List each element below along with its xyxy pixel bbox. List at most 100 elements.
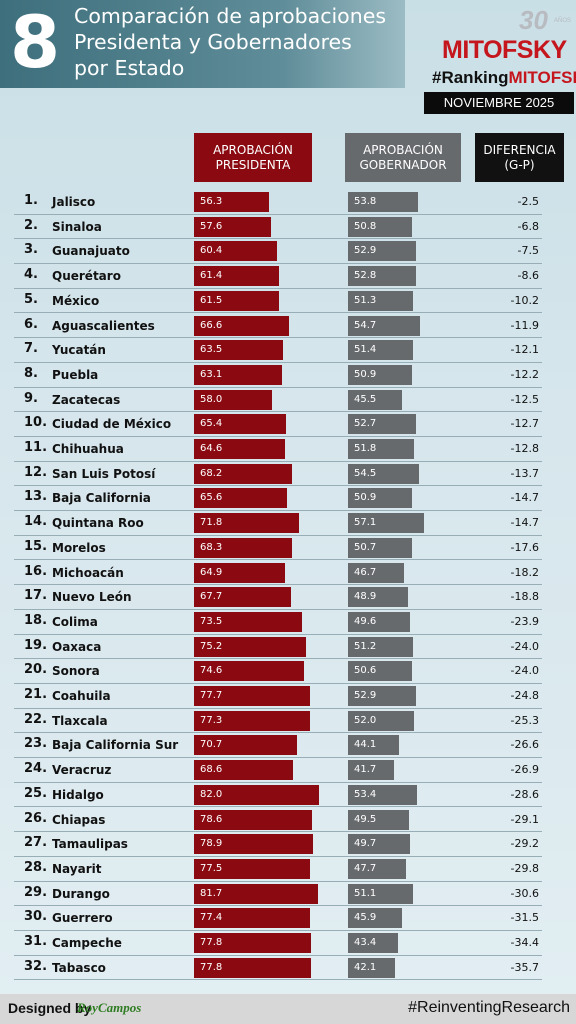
state-name: Jalisco (52, 195, 96, 209)
presidenta-approval-bar: 77.4 (194, 908, 310, 929)
header-diferencia-line2: (G-P) (504, 157, 535, 172)
difference-value: -13.7 (510, 466, 539, 480)
anniversary-logo: 30 (519, 5, 548, 35)
row-divider (14, 312, 542, 314)
gobernador-approval-bar: 45.9 (348, 908, 403, 929)
gobernador-approval-bar: 42.1 (348, 957, 395, 978)
title-line-1: Comparación de aprobaciones (74, 4, 387, 28)
difference-value: -30.6 (510, 886, 539, 900)
presidenta-approval-bar: 67.7 (194, 587, 291, 608)
difference-value: -35.7 (510, 960, 539, 974)
gobernador-approval-bar: 54.7 (348, 315, 420, 336)
header-diferencia-line1: DIFERENCIA (483, 142, 556, 157)
table-row: 3. Guanajuato 60.4 52.9 -7.5 (0, 239, 576, 265)
presidenta-approval-bar: 63.1 (194, 364, 282, 385)
row-divider (14, 534, 542, 536)
rank-number: 13. (24, 489, 48, 505)
presidenta-approval-bar: 68.3 (194, 537, 293, 558)
rank-number: 4. (24, 267, 38, 283)
rank-number: 22. (24, 711, 48, 727)
brand-name: MITOFSKY (442, 36, 567, 64)
rank-number: 16. (24, 563, 48, 579)
state-name: Baja California Sur (52, 738, 179, 753)
difference-value: -11.9 (510, 318, 539, 332)
difference-value: -25.3 (510, 713, 539, 727)
difference-value: -12.8 (510, 442, 539, 455)
row-divider (14, 485, 542, 487)
rank-number: 6. (24, 316, 38, 332)
state-name: Chihuahua (52, 442, 124, 456)
row-divider (14, 781, 542, 783)
row-divider (14, 510, 542, 512)
state-name: Michoacán (52, 565, 124, 580)
state-name: Sinaloa (52, 219, 102, 234)
row-divider (14, 732, 542, 734)
rank-number: 25. (24, 785, 48, 801)
presidenta-approval-bar: 66.6 (194, 315, 289, 336)
designer-signature: RoyCampos (77, 1000, 142, 1015)
rank-number: 7. (24, 341, 38, 357)
table-row: 10. Ciudad de México 65.4 52.7 -12.7 (0, 412, 576, 437)
gobernador-approval-bar: 53.8 (348, 192, 418, 212)
state-name: Chiapas (52, 812, 106, 827)
difference-value: -24.0 (510, 639, 539, 653)
presidenta-approval-bar: 64.6 (194, 439, 285, 459)
state-name: Yucatán (52, 343, 106, 358)
state-name: Veracruz (52, 763, 112, 778)
gobernador-approval-bar: 51.2 (348, 636, 413, 657)
rank-number: 9. (24, 390, 38, 406)
state-name: Guanajuato (52, 244, 130, 259)
gobernador-approval-bar: 51.3 (348, 290, 413, 311)
presidenta-approval-bar: 65.6 (194, 488, 287, 509)
difference-value: -29.2 (510, 837, 539, 851)
difference-value: -18.2 (510, 565, 539, 579)
gobernador-approval-bar: 52.7 (348, 414, 416, 435)
difference-value: -6.8 (517, 219, 539, 233)
presidenta-approval-bar: 78.9 (194, 834, 313, 855)
table-row: 29. Durango 81.7 51.1 -30.6 (0, 882, 576, 907)
gobernador-approval-bar: 51.4 (348, 340, 414, 361)
table-row: 22. Tlaxcala 77.3 52.0 -25.3 (0, 709, 576, 734)
rank-number: 10. (24, 415, 48, 431)
difference-value: -12.5 (510, 392, 539, 406)
table-row: 23. Baja California Sur 70.7 44.1 -26.6 (0, 733, 576, 759)
row-divider (14, 213, 542, 215)
gobernador-approval-bar: 49.5 (348, 809, 410, 830)
state-name: Guerrero (52, 911, 113, 926)
gobernador-approval-bar: 51.8 (348, 439, 414, 459)
table-row: 13. Baja California 65.6 50.9 -14.7 (0, 486, 576, 512)
presidenta-approval-bar: 68.6 (194, 760, 293, 781)
rank-number: 24. (24, 761, 48, 777)
difference-value: -31.5 (510, 911, 539, 925)
rank-number: 28. (24, 859, 48, 875)
table-row: 12. San Luis Potosí 68.2 54.5 -13.7 (0, 462, 576, 487)
state-name: Quintana Roo (52, 516, 144, 531)
table-row: 16. Michoacán 64.9 46.7 -18.2 (0, 561, 576, 586)
presidenta-approval-bar: 73.5 (194, 611, 303, 632)
state-name: Ciudad de México (52, 417, 172, 432)
gobernador-approval-bar: 43.4 (348, 933, 398, 953)
presidenta-approval-bar: 74.6 (194, 661, 305, 682)
table-row: 31. Campeche 77.8 43.4 -34.4 (0, 931, 576, 956)
gobernador-approval-bar: 52.9 (348, 686, 417, 706)
gobernador-approval-bar: 52.0 (348, 710, 415, 731)
row-divider (14, 757, 542, 759)
gobernador-approval-bar: 45.5 (348, 389, 402, 410)
footer: Designed by RoyCampos #ReinventingResear… (0, 994, 576, 1024)
table-row: 25. Hidalgo 82.0 53.4 -28.6 (0, 783, 576, 808)
row-divider (14, 707, 542, 709)
presidenta-approval-bar: 61.5 (194, 290, 279, 311)
row-divider (14, 337, 542, 339)
column-header-presidenta: APROBACIÓN PRESIDENTA (194, 133, 312, 182)
presidenta-approval-bar: 78.6 (194, 809, 313, 830)
state-name: Baja California (52, 491, 151, 506)
table-row: 27. Tamaulipas 78.9 49.7 -29.2 (0, 832, 576, 857)
header-banner (0, 0, 405, 88)
row-divider (14, 435, 542, 437)
header-gobernador-line2: GOBERNADOR (359, 157, 447, 172)
gobernador-approval-bar: 41.7 (348, 760, 395, 781)
rank-number: 5. (24, 291, 38, 307)
presidenta-approval-bar: 71.8 (194, 513, 299, 534)
gobernador-approval-bar: 50.7 (348, 537, 412, 558)
difference-value: -29.1 (510, 812, 539, 826)
